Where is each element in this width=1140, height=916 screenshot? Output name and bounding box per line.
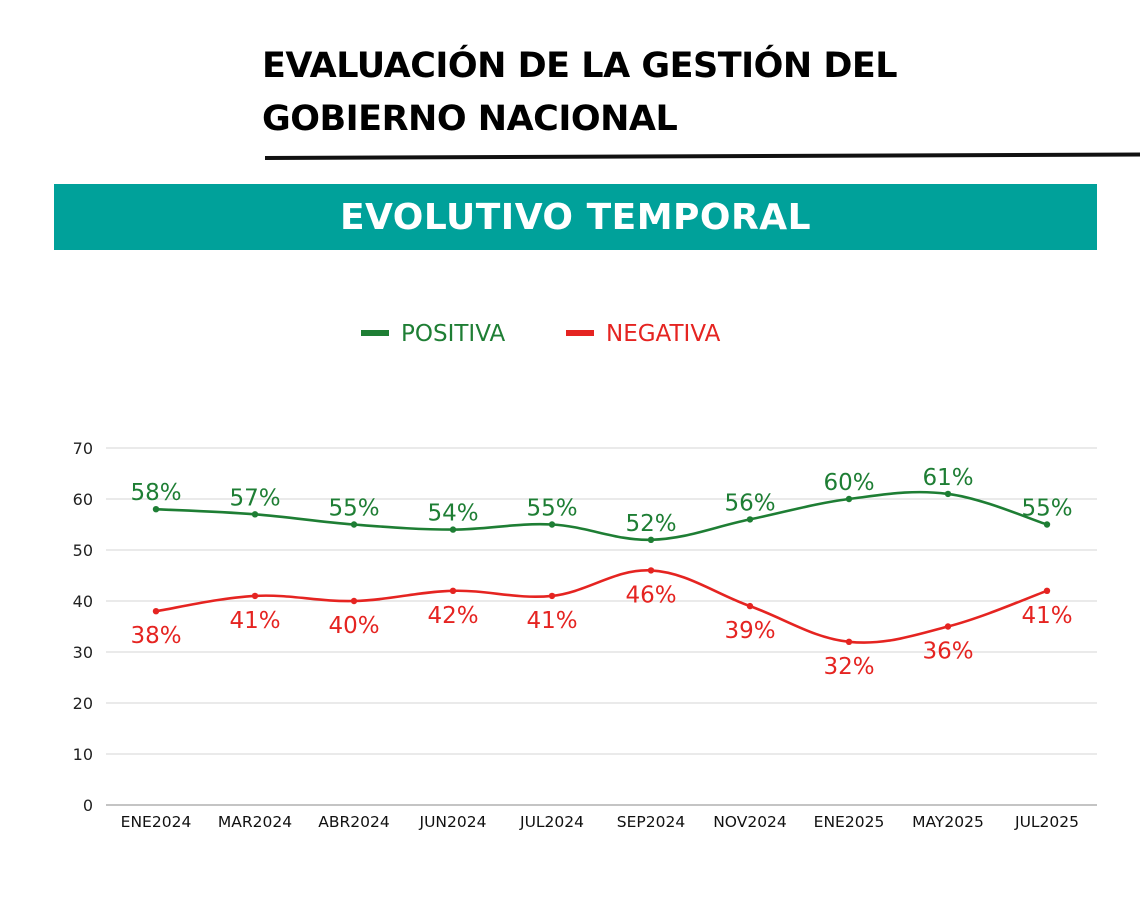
data-point [1043,587,1051,594]
data-point [251,592,259,600]
data-point [548,592,556,600]
section-banner: EVOLUTIVO TEMPORAL [54,184,1097,250]
legend-label: POSITIVA [401,321,505,347]
data-label: 38% [130,623,181,649]
data-point [350,597,358,605]
page-title-line-1: EVALUACIÓN DE LA GESTIÓN DEL [262,46,898,86]
page-title: EVALUACIÓN DE LA GESTIÓN DEL GOBIERNO NA… [262,40,1022,146]
banner-label: EVOLUTIVO TEMPORAL [339,196,812,238]
x-tick-label: JUN2024 [419,813,487,831]
data-point [944,623,952,630]
data-label: 52% [625,511,676,537]
data-point [449,587,457,594]
data-label: 56% [724,490,775,516]
data-point [845,638,853,645]
x-tick-label: JUL2024 [519,813,584,831]
data-label: 32% [823,654,874,680]
data-label: 41% [526,608,577,634]
x-tick-label: MAY2025 [912,813,984,831]
data-point [746,602,754,610]
data-point [449,526,457,533]
y-tick-label: 20 [73,694,93,713]
data-point [845,495,853,503]
data-point [1043,521,1051,528]
x-tick-label: ENE2025 [814,813,885,831]
data-point [647,536,655,543]
data-label: 55% [526,496,577,522]
y-tick-label: 50 [73,541,93,560]
series-line-negativa [154,569,1049,644]
data-label: 41% [1021,603,1072,629]
y-tick-label: 60 [73,490,93,509]
data-point [350,521,358,528]
data-label: 42% [427,603,478,629]
x-tick-label: SEP2024 [617,813,685,831]
y-tick-label: 30 [73,643,93,662]
x-tick-label: ENE2024 [121,813,192,831]
data-label: 36% [922,639,973,665]
data-point [251,511,259,518]
data-label: 39% [724,618,775,644]
x-tick-label: MAR2024 [218,813,292,831]
data-point [152,506,160,513]
data-point [944,490,952,498]
data-label: 60% [823,470,874,496]
data-label: 58% [130,480,181,506]
data-label: 57% [229,485,280,511]
x-tick-label: ABR2024 [318,813,389,831]
x-tick-label: JUL2025 [1014,813,1079,831]
data-label: 46% [625,582,676,608]
data-point [548,521,556,528]
data-label: 55% [328,496,379,522]
data-label: 61% [922,465,973,491]
legend-label: NEGATIVA [606,321,721,347]
y-tick-label: 40 [73,592,93,611]
data-point [152,608,160,615]
series-line-positiva [154,490,1049,542]
data-label: 55% [1021,496,1072,522]
y-tick-label: 70 [73,439,93,458]
data-label: 41% [229,608,280,634]
y-tick-label: 10 [73,745,93,764]
x-tick-label: NOV2024 [713,813,787,831]
legend-swatch [361,330,389,336]
data-point [647,567,655,574]
y-tick-label: 0 [83,796,93,815]
data-label: 54% [427,501,478,527]
page-title-line-2: GOBIERNO NACIONAL [262,99,678,139]
data-label: 40% [328,613,379,639]
legend-swatch [566,330,594,336]
data-point [746,516,754,523]
